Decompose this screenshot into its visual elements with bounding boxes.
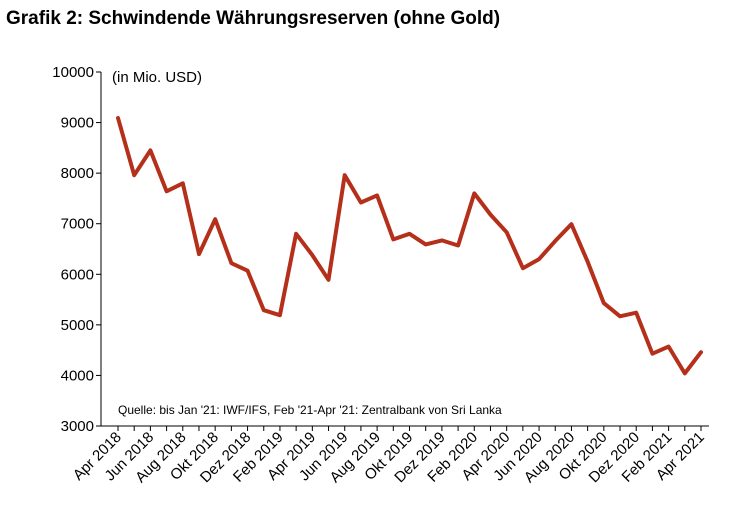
- y-tick-label: 4000: [61, 367, 94, 384]
- source-note: Quelle: bis Jan '21: IWF/IFS, Feb '21-Ap…: [118, 403, 502, 417]
- chart-title: Grafik 2: Schwindende Währungsreserven (…: [6, 8, 501, 29]
- y-axis-ticks-group: 3000 4000 5000 6000 7000 8000 9000 10000: [52, 64, 101, 435]
- y-tick-label: 10000: [52, 64, 94, 81]
- y-tick-label: 3000: [61, 418, 94, 435]
- y-tick-label: 7000: [61, 216, 94, 233]
- series-line: [116, 116, 703, 376]
- y-tick-label: 6000: [61, 266, 94, 283]
- y-tick-label: 5000: [61, 317, 94, 334]
- y-tick-label: 9000: [61, 115, 94, 132]
- y-tick-label: 8000: [61, 165, 94, 182]
- unit-label: (in Mio. USD): [112, 69, 202, 86]
